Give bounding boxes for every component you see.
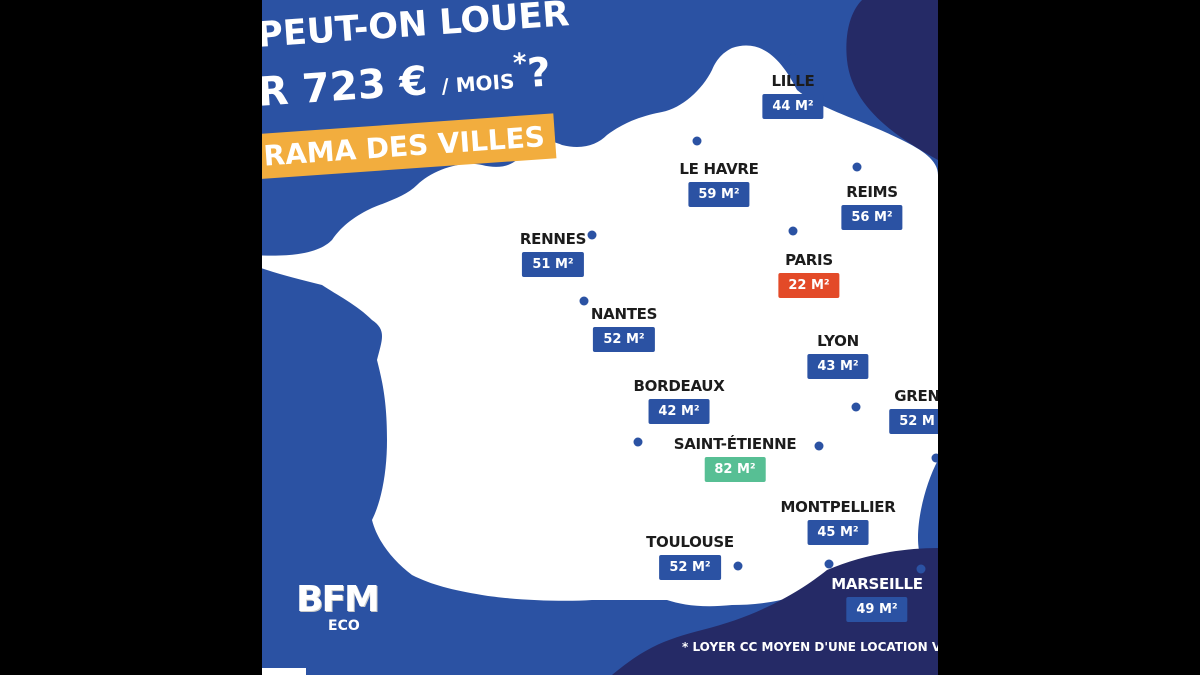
- city-saint-etienne: SAINT-ÉTIENNE 82 M²: [674, 435, 797, 482]
- city-name-label: PARIS: [785, 251, 833, 269]
- brittany-land: [462, 198, 532, 300]
- bfm-eco-logo: BFM ECO: [296, 579, 380, 635]
- city-surface-badge: 43 M²: [807, 354, 869, 379]
- city-dot-paris: [788, 226, 798, 236]
- city-dot-marseille: [916, 564, 926, 574]
- city-name-label: MARSEILLE: [831, 575, 923, 593]
- city-name-label: LE HAVRE: [679, 160, 759, 178]
- city-dot-toulouse: [733, 561, 743, 571]
- city-name-label: LYON: [817, 332, 859, 350]
- headline-asterisk: *: [512, 48, 528, 80]
- city-surface-badge: 52 M: [889, 409, 938, 434]
- corner-mark: [262, 668, 306, 675]
- city-surface-badge: 82 M²: [704, 457, 766, 482]
- city-nantes: NANTES 52 M²: [591, 305, 657, 352]
- city-le-havre: LE HAVRE 59 M²: [679, 160, 759, 207]
- city-surface-badge: 52 M²: [659, 555, 721, 580]
- headline-question-mark: ?: [525, 49, 553, 98]
- city-surface-badge: 44 M²: [762, 94, 824, 119]
- city-dot-grenoble: [931, 453, 938, 463]
- city-name-label: SAINT-ÉTIENNE: [673, 435, 797, 453]
- city-surface-badge: 49 M²: [846, 597, 908, 622]
- city-dot-lyon: [851, 402, 861, 412]
- city-name-label: RENNES: [519, 230, 587, 248]
- logo-sub-text: ECO: [328, 618, 360, 634]
- city-surface-badge: 56 M²: [841, 205, 903, 230]
- dark-band-bottom: [612, 548, 938, 675]
- city-grenoble: GREN 52 M: [889, 387, 938, 434]
- city-marseille: MARSEILLE 49 M²: [831, 575, 923, 622]
- city-dot-nantes: [579, 296, 589, 306]
- city-surface-badge: 22 M²: [778, 273, 840, 298]
- city-paris: PARIS 22 M²: [778, 251, 840, 298]
- city-rennes: RENNES 51 M²: [520, 230, 586, 277]
- city-dot-bordeaux: [633, 437, 643, 447]
- city-reims: REIMS 56 M²: [841, 183, 903, 230]
- city-name-label: LILLE: [771, 72, 815, 90]
- france-land: [262, 45, 938, 607]
- infographic-frame: PEUT-ON LOUER R 723 € / MOIS*? RAMA DES …: [262, 0, 938, 675]
- city-surface-badge: 42 M²: [648, 399, 710, 424]
- city-name-label: BORDEAUX: [633, 377, 725, 395]
- city-bordeaux: BORDEAUX 42 M²: [634, 377, 725, 424]
- footnote: * LOYER CC MOYEN D'UNE LOCATION VIDE EN …: [682, 640, 938, 654]
- city-surface-badge: 45 M²: [807, 520, 869, 545]
- city-dot-reims: [852, 162, 862, 172]
- city-name-label: TOULOUSE: [646, 533, 734, 551]
- city-lyon: LYON 43 M²: [807, 332, 869, 379]
- city-dot-rennes: [587, 230, 597, 240]
- city-dot-saint-etienne: [814, 441, 824, 451]
- city-lille: LILLE 44 M²: [762, 72, 824, 119]
- headline-per-month: / MOIS: [440, 69, 516, 99]
- city-surface-badge: 51 M²: [522, 252, 584, 277]
- logo-main-text: BFM: [296, 579, 380, 620]
- city-name-label: REIMS: [846, 183, 898, 201]
- city-toulouse: TOULOUSE 52 M²: [646, 533, 734, 580]
- city-dot-le-havre: [692, 136, 702, 146]
- city-dot-lille: [788, 53, 798, 63]
- city-name-label: NANTES: [590, 305, 658, 323]
- city-name-label: GREN: [894, 387, 938, 405]
- city-dot-montpellier: [824, 559, 834, 569]
- city-surface-badge: 59 M²: [688, 182, 750, 207]
- city-name-label: MONTPELLIER: [780, 498, 896, 516]
- dark-band-top: [846, 0, 938, 160]
- city-surface-badge: 52 M²: [593, 327, 655, 352]
- france-map: [262, 0, 938, 675]
- city-montpellier: MONTPELLIER 45 M²: [781, 498, 896, 545]
